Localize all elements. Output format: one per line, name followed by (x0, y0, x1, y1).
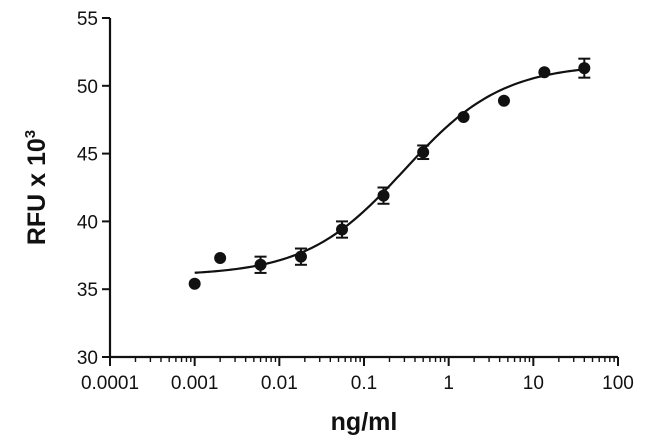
data-point (214, 252, 227, 265)
data-points (188, 57, 591, 290)
y-axis-title-base: RFU x 10 (23, 138, 51, 245)
y-tick-label: 55 (77, 9, 98, 30)
y-axis-title-exponent: 3 (22, 130, 39, 138)
data-point (578, 62, 591, 75)
y-tick-label: 50 (77, 77, 98, 98)
x-tick-label: 0.0001 (81, 373, 139, 394)
data-point (417, 146, 430, 159)
y-ticks: 30 35 40 45 50 55 (77, 9, 110, 369)
data-point (457, 110, 470, 123)
x-tick-label: 0.1 (351, 373, 377, 394)
y-tick-label: 30 (77, 348, 98, 369)
data-point (538, 66, 551, 79)
data-point (497, 94, 510, 107)
data-point (188, 277, 201, 290)
y-tick-label: 45 (77, 145, 98, 166)
x-tick-label: 1 (443, 373, 454, 394)
x-tick-label: 0.01 (261, 373, 298, 394)
fit-curve (194, 68, 585, 274)
x-tick-label: 10 (523, 373, 544, 394)
data-point (254, 258, 267, 271)
y-tick-label: 35 (77, 280, 98, 301)
data-point (377, 189, 390, 202)
y-tick-label: 40 (77, 212, 98, 233)
data-point (294, 250, 307, 263)
data-point (336, 223, 349, 236)
x-ticks: 0.0001 0.001 0.01 0.1 1 10 100 (81, 357, 634, 394)
x-tick-label: 0.001 (171, 373, 219, 394)
x-tick-label: 100 (602, 373, 634, 394)
x-axis-title: ng/ml (331, 408, 398, 436)
y-axis-title-text: RFU x 103 (22, 130, 51, 245)
y-axis-title: RFU x 103 (22, 130, 51, 245)
